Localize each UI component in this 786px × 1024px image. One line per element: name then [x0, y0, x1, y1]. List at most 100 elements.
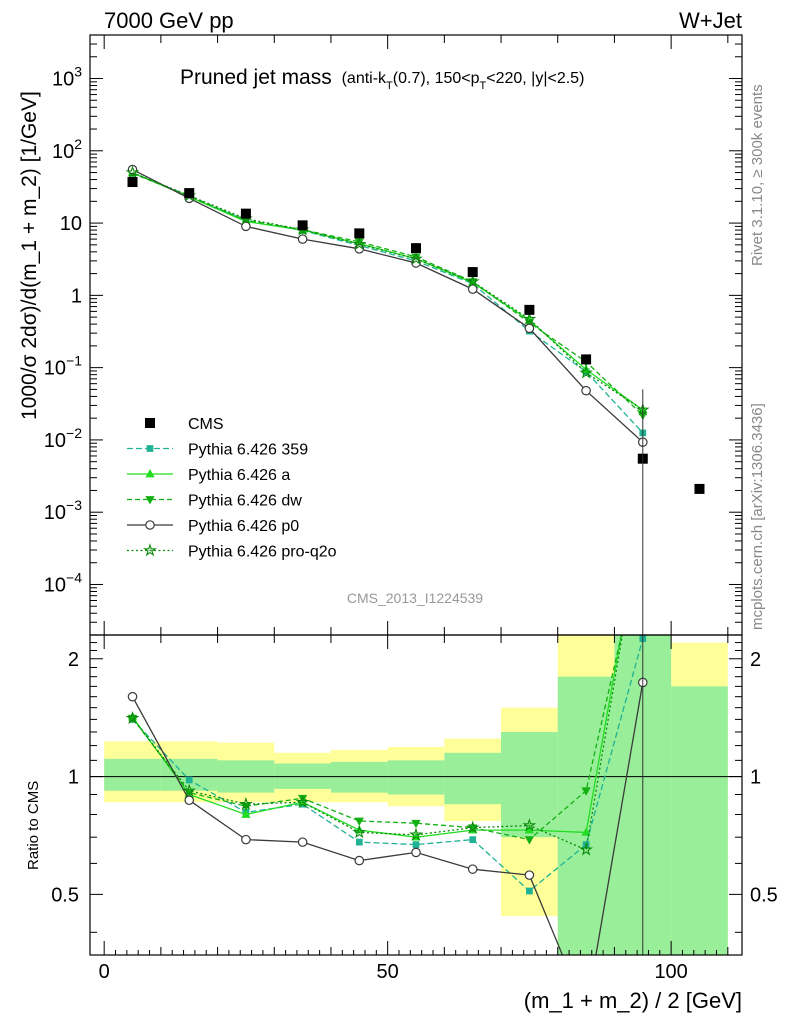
y-tick-exponent: 3 [74, 64, 82, 80]
x-tick-label: 50 [377, 961, 399, 983]
ratio-tick-label: 0.5 [51, 884, 79, 906]
band-group [90, 635, 742, 955]
y-tick-mantissa: 10 [52, 69, 74, 91]
title-note: (anti-kT(0.7), 150<pT<220, |y|<2.5) [342, 70, 585, 92]
title-sub-t2: T [480, 80, 487, 92]
point-pythia-6-426-dw [354, 238, 364, 247]
title-note-b: (0.7), 150<p [393, 70, 480, 87]
y-tick-label: 10−1 [44, 353, 82, 380]
ratio-tick-label-right: 1 [750, 767, 761, 789]
data-point-cms [240, 208, 251, 219]
series-layer [125, 164, 705, 955]
legend-marker [145, 468, 155, 478]
point-pythia-6-426-p0 [297, 234, 308, 244]
ratio-point-pythia-6-426-dw [411, 819, 421, 829]
ratio-point-pythia-6-426-dw [524, 836, 535, 845]
data-point-cms [184, 188, 195, 199]
ratio-point-pythia-6-426-p0 [184, 795, 195, 806]
main-panel-marks [125, 164, 705, 494]
ratio-line-pythia-6-426-a [131, 635, 622, 838]
analysis-watermark: CMS_2013_I1224539 [347, 590, 483, 606]
band-inner-bin [330, 761, 388, 793]
x-axis-label: (m_1 + m_2) / 2 [GeV] [524, 988, 742, 1013]
ratio-point-pythia-6-426-pro-q2o [295, 794, 310, 809]
point-pythia-6-426-pro-q2o [409, 251, 423, 265]
data-point-cms [354, 228, 365, 239]
title-main: Pruned jet mass [180, 66, 332, 89]
ratio-frame [89, 634, 743, 956]
legend-label: CMS [188, 416, 224, 433]
title-sub-t1: T [386, 80, 393, 92]
y-tick-mantissa: 10 [44, 574, 66, 596]
y-tick-exponent: −1 [66, 353, 82, 369]
legend-label: Pythia 6.426 a [188, 467, 290, 484]
ratio-point-pythia-6-426-pro-q2o [352, 825, 367, 839]
series-line-pythia-6-426-dw [132, 172, 644, 416]
legend-label: Pythia 6.426 359 [188, 442, 308, 459]
point-pythia-6-426-p0 [127, 164, 138, 175]
y-tick-mantissa: 10 [60, 213, 82, 235]
series-line-pythia-6-426-359 [132, 172, 644, 434]
legend-marker [145, 496, 155, 505]
x-tick-label: 100 [654, 961, 687, 983]
legend-label: Pythia 6.426 p0 [188, 518, 299, 535]
y-axis-label: 1000/σ 2dσ)/d(m_1 + m_2) [1/GeV] [18, 91, 41, 420]
data-point-cms [127, 177, 138, 188]
data-point-cms [411, 243, 421, 254]
data-point-cms [581, 354, 592, 365]
y-tick-label: 10−4 [44, 569, 82, 596]
ratio-y-axis-label: Ratio to CMS [25, 781, 42, 870]
ratio-panel-marks [125, 635, 648, 955]
legend-label: Pythia 6.426 pro-q2o [188, 544, 337, 561]
y-tick-label: 103 [52, 64, 82, 91]
mcplots-label: mcplots.cern.ch [arXiv:1306.3436] [749, 403, 766, 630]
y-tick-mantissa: 10 [44, 358, 66, 380]
ratio-point-pythia-6-426-359 [185, 776, 193, 784]
y-tick-exponent: 2 [74, 136, 82, 152]
ratio-line-pythia-6-426-359 [132, 638, 644, 892]
y-tick-mantissa: 10 [44, 502, 66, 524]
y-tick-mantissa: 1 [71, 285, 82, 307]
point-pythia-6-426-p0 [524, 323, 535, 334]
ratio-point-pythia-6-426-p0 [127, 691, 138, 702]
ratio-uncertainty-bands [90, 635, 742, 955]
legend-marker [146, 445, 154, 452]
ratio-tick-label-right: 2 [750, 649, 761, 671]
y-tick-label: 1 [71, 285, 82, 307]
ratio-point-pythia-6-426-p0 [354, 855, 365, 866]
data-point-cms [297, 220, 308, 231]
ratio-line-pythia-6-426-p0 [131, 682, 644, 955]
ratio-point-pythia-6-426-a [581, 827, 591, 836]
ratio-tick-label: 2 [68, 649, 79, 671]
legend-marker [143, 543, 157, 557]
y-tick-mantissa: 10 [52, 141, 74, 163]
ratio-point-pythia-6-426-359 [355, 838, 363, 846]
y-tick-label: 10−3 [44, 497, 82, 524]
ratio-point-pythia-6-426-pro-q2o [238, 796, 253, 811]
series-line-pythia-6-426-a [132, 172, 644, 411]
series-line-pythia-6-426-pro-q2o [132, 171, 644, 411]
point-pythia-6-426-p0 [467, 284, 478, 294]
ratio-point-pythia-6-426-pro-q2o [409, 827, 423, 841]
ratio-point-pythia-6-426-a [241, 809, 251, 818]
band-inner-bin [387, 760, 445, 795]
data-point-cms [524, 304, 535, 315]
data-point-cms [694, 483, 705, 494]
ratio-point-pythia-6-426-pro-q2o [465, 820, 480, 834]
legend-marker [145, 520, 155, 530]
y-tick-exponent: −4 [66, 569, 82, 585]
ratio-point-pythia-6-426-a [524, 825, 535, 834]
ratio-point-pythia-6-426-pro-q2o [579, 842, 594, 856]
legend-label: Pythia 6.426 dw [188, 493, 302, 510]
series-line-pythia-6-426-p0 [132, 169, 644, 443]
band-inner-bin [671, 686, 728, 955]
legend: CMS Pythia 6.426 359 Pythia 6.426 a Pythia … [127, 416, 337, 561]
ratio-point-pythia-6-426-dw [581, 787, 591, 796]
point-pythia-6-426-pro-q2o [522, 311, 537, 325]
x-tick-label: 0 [99, 961, 110, 983]
ratio-tick-label-right: 0.5 [750, 884, 778, 906]
ratio-point-pythia-6-426-359 [412, 841, 420, 848]
y-tick-exponent: −2 [66, 425, 82, 441]
ratio-point-pythia-6-426-pro-q2o [125, 710, 140, 725]
